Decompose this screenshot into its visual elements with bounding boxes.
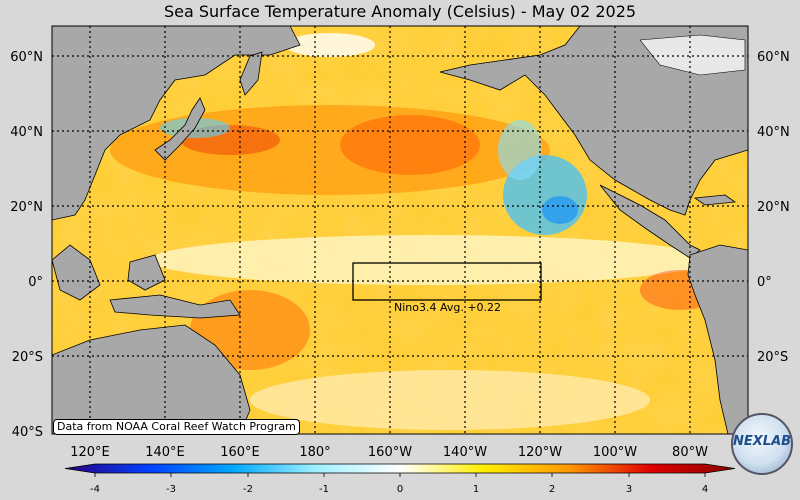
colorbar-tick-label: -2 <box>243 484 253 495</box>
lat-label: 40°N <box>757 125 790 140</box>
colorbar-tick-label: 2 <box>549 484 555 495</box>
lon-label: 140°W <box>443 445 487 460</box>
lon-label: 140°E <box>145 445 185 460</box>
lat-label: 60°N <box>757 50 790 65</box>
lon-label: 120°E <box>70 445 110 460</box>
lon-label: 160°W <box>368 445 412 460</box>
colorbar-tick-label: 1 <box>473 484 479 495</box>
colorbar-ticks <box>94 473 706 477</box>
lat-label: 0° <box>28 275 43 290</box>
lat-labels-right: 60°N 40°N 20°N 0° 20°S <box>757 50 790 365</box>
colorbar-tick-label: 4 <box>702 484 708 495</box>
lon-label: 180° <box>299 445 330 460</box>
lat-label: 20°N <box>10 200 43 215</box>
logo-text: NEXLAB <box>733 434 792 449</box>
lon-label: 120°W <box>518 445 562 460</box>
lat-labels-left: 60°N 40°N 20°N 0° 20°S 40°S <box>10 50 43 440</box>
colorbar-tick-label: -1 <box>319 484 329 495</box>
colorbar-tick-label: 3 <box>626 484 632 495</box>
lon-label: 80°W <box>672 445 708 460</box>
colorbar-tick-label: 0 <box>397 484 403 495</box>
graticule <box>52 26 748 434</box>
lat-label: 20°S <box>757 350 788 365</box>
land-masses <box>52 26 748 434</box>
lon-label: 160°E <box>220 445 260 460</box>
nino34-average-label: Nino3.4 Avg. +0.22 <box>394 301 502 314</box>
data-source-note: Data from NOAA Coral Reef Watch Program <box>53 419 300 435</box>
map-frame <box>51 25 749 435</box>
nexlab-logo: NEXLAB <box>731 413 793 475</box>
colorbar-tick-label: -4 <box>90 484 100 495</box>
lat-label: 60°N <box>10 50 43 65</box>
lat-label: 20°N <box>757 200 790 215</box>
lon-label: 100°W <box>593 445 637 460</box>
lat-label: 40°S <box>12 425 43 440</box>
lon-labels: 120°E 140°E 160°E 180° 160°W 140°W 120°W… <box>70 445 708 460</box>
map-title: Sea Surface Temperature Anomaly (Celsius… <box>163 2 637 21</box>
lat-label: 40°N <box>10 125 43 140</box>
colorbar <box>64 463 736 474</box>
colorbar-labels: -4 -3 -2 -1 0 1 2 3 4 <box>90 484 708 495</box>
lat-label: 20°S <box>12 350 43 365</box>
anomaly-field <box>52 26 748 434</box>
lat-label: 0° <box>757 275 772 290</box>
colorbar-tick-label: -3 <box>166 484 176 495</box>
nino34-box <box>352 262 542 301</box>
